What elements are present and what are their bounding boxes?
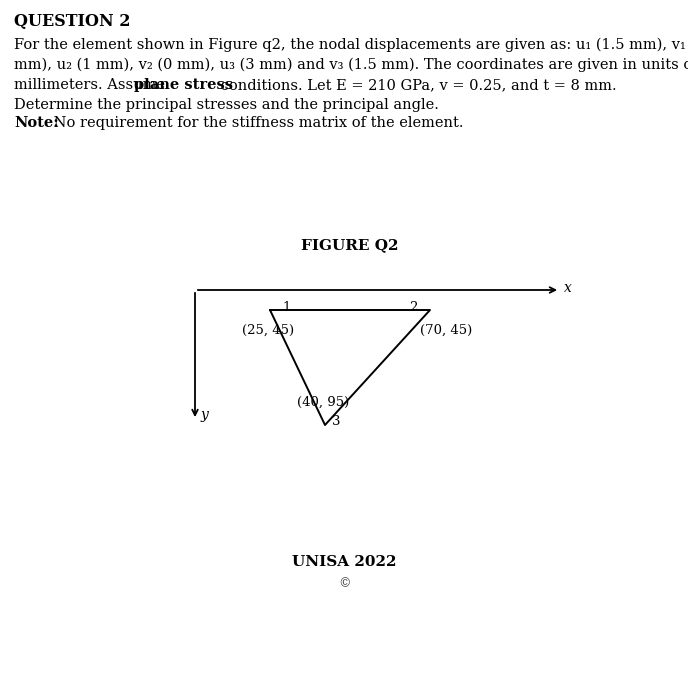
Text: x: x [564, 281, 572, 295]
Text: (70, 45): (70, 45) [420, 324, 472, 337]
Text: 1: 1 [282, 301, 290, 314]
Text: UNISA 2022: UNISA 2022 [292, 555, 396, 569]
Text: plane stress: plane stress [134, 78, 233, 92]
Text: ©: © [338, 577, 350, 590]
Text: Determine the principal stresses and the principal angle.: Determine the principal stresses and the… [14, 98, 439, 112]
Text: QUESTION 2: QUESTION 2 [14, 13, 131, 30]
Text: (40, 95): (40, 95) [297, 396, 350, 409]
Text: mm), u₂ (1 mm), v₂ (0 mm), u₃ (3 mm) and v₃ (1.5 mm). The coordinates are given : mm), u₂ (1 mm), v₂ (0 mm), u₃ (3 mm) and… [14, 58, 688, 72]
Text: y: y [201, 408, 209, 422]
Text: (25, 45): (25, 45) [242, 324, 294, 337]
Text: 2: 2 [409, 301, 418, 314]
Text: For the element shown in Figure q2, the nodal displacements are given as: u₁ (1.: For the element shown in Figure q2, the … [14, 38, 688, 52]
Text: conditions. Let E = 210 GPa, v = 0.25, and t = 8 mm.: conditions. Let E = 210 GPa, v = 0.25, a… [216, 78, 616, 92]
Text: 3: 3 [332, 415, 341, 428]
Text: No requirement for the stiffness matrix of the element.: No requirement for the stiffness matrix … [49, 116, 464, 130]
Text: millimeters. Assume: millimeters. Assume [14, 78, 170, 92]
Text: Note:: Note: [14, 116, 58, 130]
Text: FIGURE Q2: FIGURE Q2 [301, 238, 399, 252]
